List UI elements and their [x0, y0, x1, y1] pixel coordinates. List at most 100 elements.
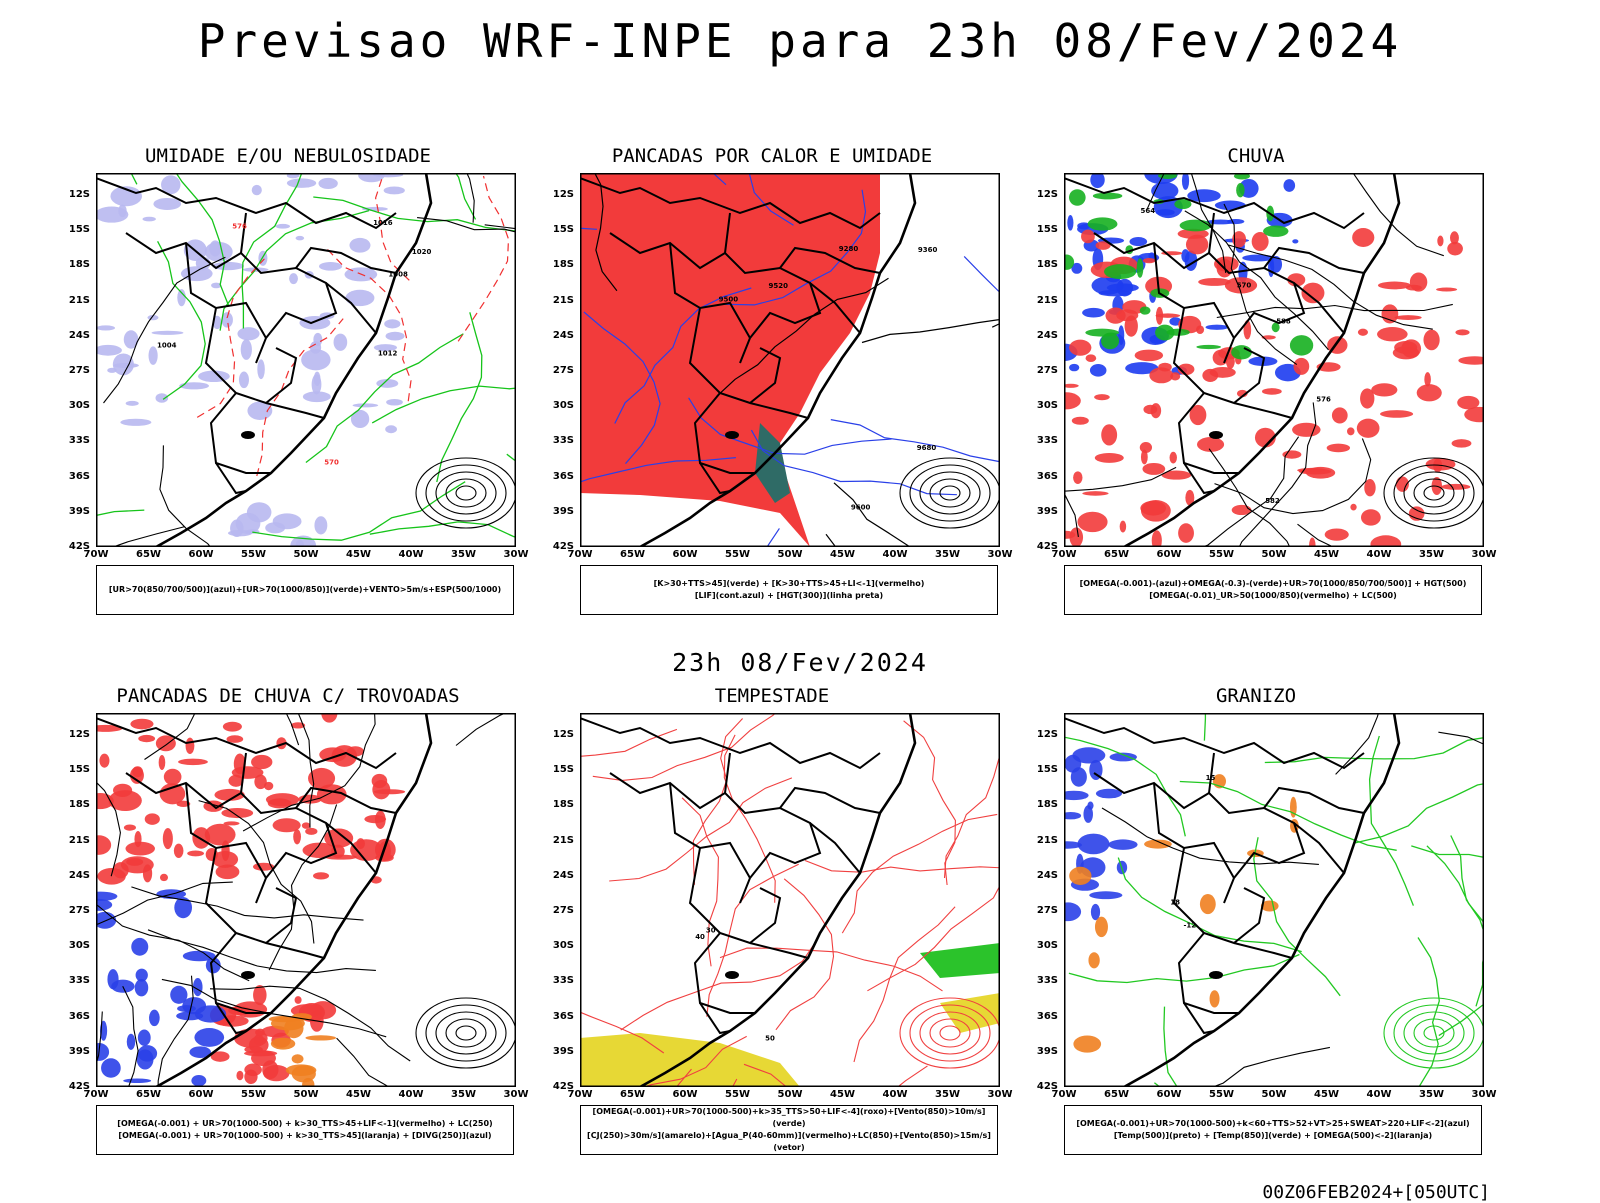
shaded-cell [291, 1065, 316, 1083]
state-border [215, 1002, 247, 1035]
shaded-cell [1161, 470, 1192, 480]
lon-tick-label: 60W [1156, 1089, 1182, 1100]
lat-tick-label: 36S [1036, 470, 1058, 482]
shaded-cell [373, 344, 398, 352]
state-border [779, 786, 881, 814]
shaded-cell [1101, 424, 1118, 446]
shaded-cell [244, 1063, 262, 1077]
shaded-cell [214, 788, 245, 801]
shaded-cell [131, 937, 149, 956]
map-plot: 12S 15S 18S 21S 24S 27S 30S 33S 36S 39S 42S 70W 65W 6… [28, 601, 666, 1192]
shaded-cell [1081, 229, 1095, 244]
shaded-cell [1091, 276, 1124, 295]
lon-tick-label: 40W [1366, 549, 1392, 560]
shaded-cell [1070, 767, 1087, 787]
shaded-cell [1143, 404, 1158, 415]
shaded-cell [246, 502, 272, 523]
lat-tick-label: 12S [68, 729, 90, 740]
shaded-cell [1185, 234, 1209, 255]
shaded-cell [149, 1009, 160, 1027]
shaded-cell [240, 339, 252, 360]
panel-pancadas-trovoadas: PANCADAS DE CHUVA C/ TROVOADAS 12S 15S 18S 2… [28, 601, 666, 1192]
shaded-cell [185, 737, 195, 755]
shaded-cell [1181, 249, 1190, 263]
cyclone-contour [1413, 1018, 1455, 1048]
shaded-cell [251, 1050, 276, 1067]
lat-tick-label: 15S [1036, 224, 1058, 236]
state-border [239, 212, 338, 364]
shaded-cell [142, 216, 156, 222]
contour-line [1228, 244, 1433, 330]
shaded-cell [1224, 277, 1258, 294]
shaded-cell [257, 359, 265, 380]
lat-tick-label: 21S [68, 834, 90, 846]
lat-tick-label: 39S [552, 505, 574, 517]
shaded-cell [159, 873, 168, 882]
shaded-cell [1073, 471, 1083, 484]
contour-label: 576 [232, 222, 247, 230]
state-border [579, 177, 881, 230]
map-plot: 40 30 50 12S 15S 18S 21S 24S 27S 30S 33S 36S 39S 42S 7… [449, 698, 1040, 1203]
map-svg: 1012 1016 1008 576 570 1020 1004 [0, 24, 719, 613]
shaded-cell [1209, 367, 1236, 378]
shaded-cell [1139, 441, 1153, 453]
lat-tick-label: 42S [552, 1081, 574, 1092]
map-plot: 1012 1016 1008 576 570 1020 1004 12S 15S 18S 21S 24… [0, 24, 719, 613]
panel-granizo: GRANIZO -12 15 18 12S 15S 18S 21S 24S 27S 30S 33S 36… [1016, 588, 1600, 1203]
contour-line [614, 287, 752, 424]
shaded-cell [151, 330, 184, 335]
shaded-cell [291, 1054, 304, 1064]
shaded-cell [1301, 282, 1325, 304]
shaded-cell [221, 807, 254, 819]
shaded-cell [123, 824, 136, 831]
lat-tick-label: 18S [68, 259, 90, 271]
contour-line [252, 481, 466, 541]
shaded-cell [294, 996, 302, 1004]
lon-tick-label: 30W [1471, 1089, 1497, 1100]
shaded-cell [1394, 315, 1422, 320]
panel-umidade: UMIDADE E/OU NEBULOSIDADE 1012 1016 1008 576… [0, 24, 719, 625]
shaded-cell [375, 853, 394, 862]
shaded-cell [352, 403, 379, 408]
shaded-cell [1425, 457, 1456, 471]
shaded-cell [1125, 362, 1159, 375]
shaded-cell [301, 822, 311, 829]
shaded-cell [313, 371, 321, 386]
contour-label: 570 [1237, 282, 1252, 290]
lon-tick-label: 70W [83, 549, 109, 560]
shaded-cell [1394, 340, 1418, 354]
shaded-cell [314, 516, 328, 535]
contour-label: 1008 [388, 270, 408, 278]
shaded-cell [1109, 752, 1137, 762]
shaded-cell [358, 168, 385, 183]
shaded-cell [333, 333, 348, 351]
shaded-cell [1437, 235, 1444, 247]
lat-tick-label: 15S [552, 224, 574, 236]
cyclone-contour [929, 1018, 971, 1048]
cyclone-contour [909, 464, 991, 522]
shaded-cell [1089, 364, 1107, 377]
shaded-cell [222, 721, 242, 732]
shaded-cell [372, 780, 391, 800]
lat-tick-label: 39S [68, 1045, 90, 1057]
shaded-cell [174, 897, 193, 919]
shaded-cell [1371, 383, 1398, 397]
shaded-cell [258, 250, 268, 266]
shaded-cell [1077, 222, 1091, 230]
shaded-cell [1178, 315, 1202, 334]
shaded-cell [383, 186, 405, 195]
shaded-cell [1395, 476, 1409, 492]
shaded-cell [163, 768, 182, 786]
shaded-cell [1352, 228, 1375, 247]
shaded-cell [1058, 790, 1089, 801]
panel-chuva: CHUVA 582 576 570 564 588 12S 15S 18S 21S 24S 27S 30… [947, 39, 1496, 631]
lat-tick-label: 33S [68, 435, 90, 447]
map-svg: 582 576 570 564 588 [947, 39, 1495, 631]
shaded-cell [1326, 443, 1351, 453]
shaded-cell [1069, 866, 1092, 885]
shaded-cell [112, 353, 134, 376]
contour-label: -12 [1184, 922, 1197, 930]
lat-tick-label: 27S [1036, 365, 1058, 376]
red-instability-area [580, 173, 880, 547]
panel-legend: [OMEGA(-0.001)+UR>70(1000-500)+k<60+TTS>… [1064, 1105, 1482, 1155]
